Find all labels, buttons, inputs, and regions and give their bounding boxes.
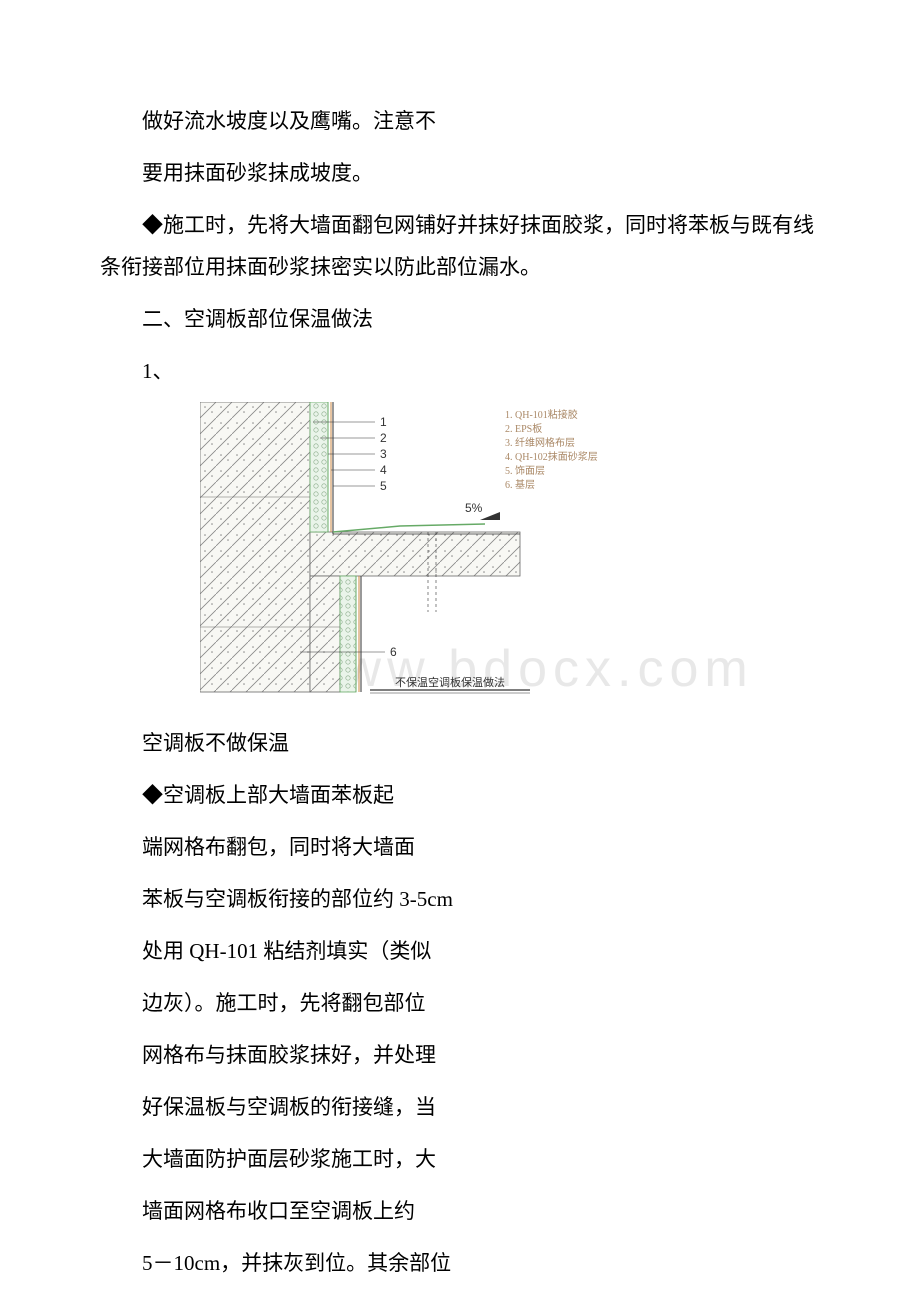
paragraph-9: 苯板与空调板衔接的部位约 3-5cm — [100, 878, 820, 920]
paragraph-5: 1、 — [100, 350, 820, 392]
paragraph-3: ◆施工时，先将大墙面翻包网铺好并抹好抹面胶浆，同时将苯板与既有线条衔接部位用抹面… — [100, 204, 820, 288]
layer-num-3: 3 — [380, 447, 387, 461]
paragraph-11: 边灰）。施工时，先将翻包部位 — [100, 982, 820, 1024]
slope-label: 5% — [465, 501, 483, 515]
paragraph-12: 网格布与抹面胶浆抹好，并处理 — [100, 1034, 820, 1076]
technical-diagram: www.bdocx.com — [200, 402, 720, 702]
paragraph-2: 要用抹面砂浆抹成坡度。 — [100, 152, 820, 194]
paragraph-1: 做好流水坡度以及鹰嘴。注意不 — [100, 100, 820, 142]
layer-num-6: 6 — [390, 645, 397, 659]
paragraph-6: 空调板不做保温 — [100, 722, 820, 764]
layer-num-5: 5 — [380, 479, 387, 493]
legend-item-1: 1. QH-101粘接胶 — [505, 408, 578, 421]
paragraph-7: ◆空调板上部大墙面苯板起 — [100, 774, 820, 816]
paragraph-14: 大墙面防护面层砂浆施工时，大 — [100, 1138, 820, 1180]
diagram-caption: 不保温空调板保温做法 — [395, 675, 505, 689]
paragraph-16: 5－10cm，并抹灰到位。其余部位 — [100, 1242, 820, 1284]
layer-num-4: 4 — [380, 463, 387, 477]
paragraph-13: 好保温板与空调板的衔接缝，当 — [100, 1086, 820, 1128]
layer-num-1: 1 — [380, 415, 387, 429]
paragraph-10: 处用 QH-101 粘结剂填实（类似 — [100, 930, 820, 972]
legend-item-4: 4. QH-102抹面砂浆层 — [505, 450, 598, 463]
legend-item-3: 3. 纤维网格布层 — [505, 436, 575, 449]
layer-num-2: 2 — [380, 431, 387, 445]
paragraph-15: 墙面网格布收口至空调板上约 — [100, 1190, 820, 1232]
paragraph-8: 端网格布翻包，同时将大墙面 — [100, 826, 820, 868]
section-heading: 二、空调板部位保温做法 — [100, 298, 820, 340]
legend-item-2: 2. EPS板 — [505, 422, 542, 435]
legend-item-5: 5. 饰面层 — [505, 464, 545, 477]
legend-item-6: 6. 基层 — [505, 478, 535, 491]
